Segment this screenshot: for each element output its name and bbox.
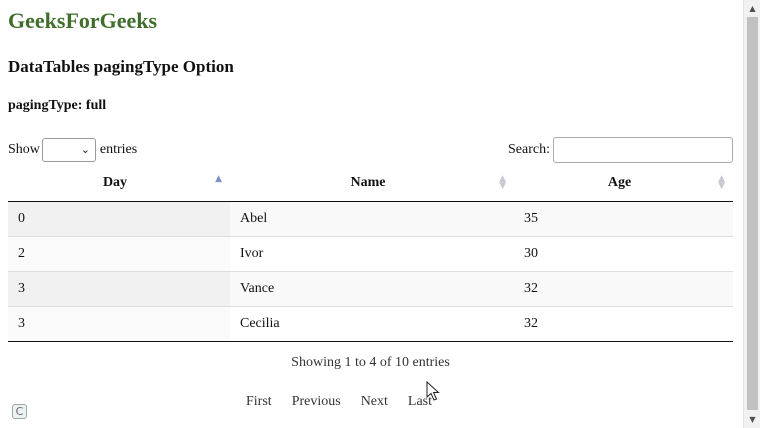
site-title: GeeksForGeeks xyxy=(8,8,158,33)
mouse-cursor-icon xyxy=(426,381,440,401)
column-header-day[interactable]: Day ▲ xyxy=(8,166,230,202)
cell-name: Cecilia xyxy=(230,305,514,342)
scrollbar-thumb[interactable] xyxy=(747,17,758,410)
column-header-label: Name xyxy=(350,175,386,191)
vertical-scrollbar[interactable]: ▲ ▼ xyxy=(743,0,760,428)
sort-both-icon: ▲ ▼ xyxy=(718,174,725,191)
sort-ascending-icon: ▲ xyxy=(215,174,222,184)
pagination-next-button[interactable]: Next xyxy=(360,394,388,409)
page-subheading: pagingType: full xyxy=(8,98,107,113)
cell-age: 32 xyxy=(514,305,733,342)
cell-age: 35 xyxy=(514,201,733,236)
pagination: First Previous Next Last xyxy=(236,394,442,410)
search-control: Search: xyxy=(508,137,733,163)
scroll-down-arrow-icon[interactable]: ▼ xyxy=(749,415,756,424)
cell-day: 3 xyxy=(8,270,230,306)
cell-day: 0 xyxy=(8,201,230,236)
cell-name: Ivor xyxy=(230,235,514,271)
pagination-last-button[interactable]: Last xyxy=(407,394,433,409)
sort-both-icon: ▲ ▼ xyxy=(499,174,506,191)
show-label: Show xyxy=(8,142,40,157)
table-info: Showing 1 to 4 of 10 entries xyxy=(291,355,450,370)
cell-age: 30 xyxy=(514,235,733,271)
column-header-age[interactable]: Age ▲ ▼ xyxy=(514,166,733,202)
cell-day: 2 xyxy=(8,235,230,271)
entries-label: entries xyxy=(99,142,138,157)
column-header-label: Day xyxy=(102,175,128,191)
chevron-down-icon: ⌄ xyxy=(80,143,90,156)
extension-badge-icon[interactable]: C xyxy=(12,404,27,419)
column-header-name[interactable]: Name ▲ ▼ xyxy=(230,166,514,202)
table-row: 0 Abel 35 xyxy=(8,201,733,236)
page-heading: DataTables pagingType Option xyxy=(8,57,234,76)
column-header-label: Age xyxy=(607,175,632,191)
cell-name: Vance xyxy=(230,270,514,306)
cell-name: Abel xyxy=(230,201,514,236)
entries-length-control: Show ⌄ entries xyxy=(8,137,137,163)
pagination-first-button[interactable]: First xyxy=(246,394,272,409)
data-table: Day ▲ Name ▲ ▼ Age ▲ ▼ 0 Abel 35 2 xyxy=(8,166,733,342)
scroll-up-arrow-icon[interactable]: ▲ xyxy=(749,4,756,13)
search-input[interactable] xyxy=(553,137,733,163)
search-label: Search: xyxy=(508,142,550,157)
page-content: GeeksForGeeks DataTables pagingType Opti… xyxy=(8,0,733,428)
entries-length-select[interactable]: ⌄ xyxy=(41,138,96,162)
table-header-row: Day ▲ Name ▲ ▼ Age ▲ ▼ xyxy=(8,166,733,202)
table-row: 2 Ivor 30 xyxy=(8,235,733,271)
table-row: 3 Cecilia 32 xyxy=(8,305,733,342)
cell-day: 3 xyxy=(8,305,230,342)
pagination-previous-button[interactable]: Previous xyxy=(291,394,341,409)
table-row: 3 Vance 32 xyxy=(8,270,733,306)
cell-age: 32 xyxy=(514,270,733,306)
